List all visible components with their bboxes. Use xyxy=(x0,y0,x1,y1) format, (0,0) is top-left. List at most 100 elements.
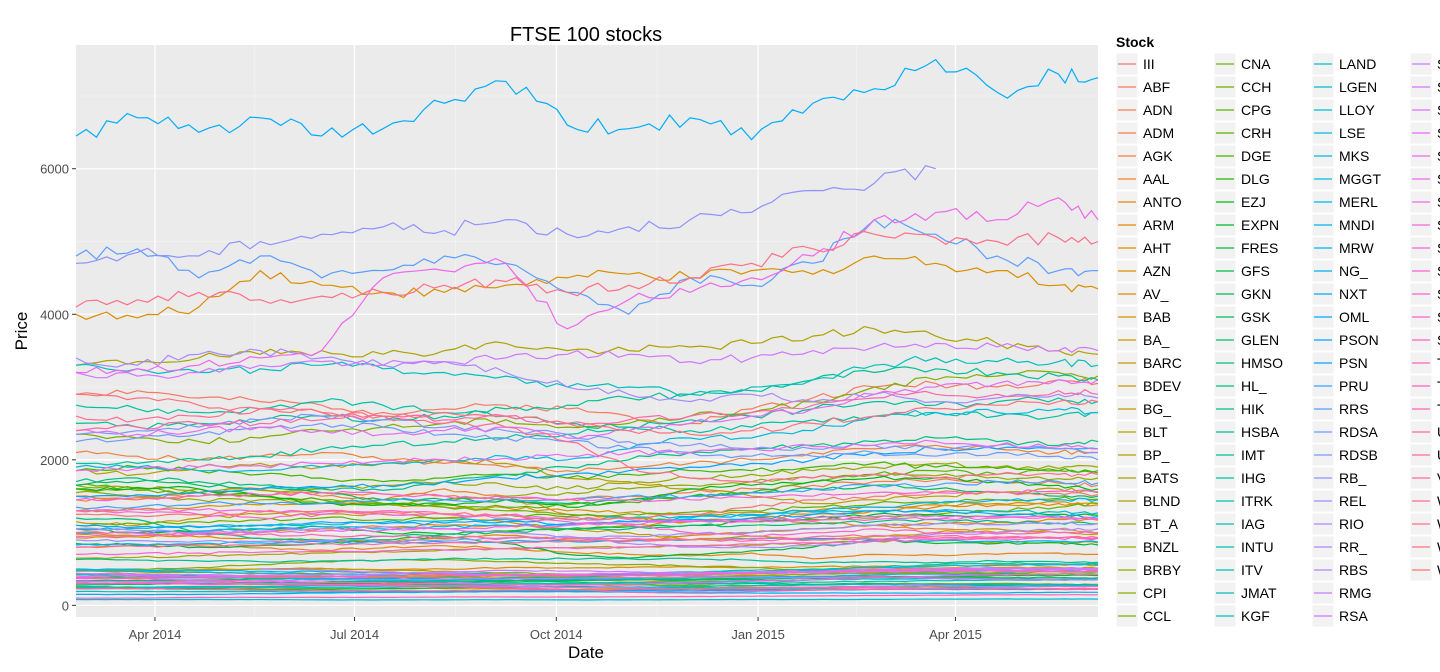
legend-label: CPI xyxy=(1143,585,1166,601)
legend-label: GSK xyxy=(1241,309,1271,325)
grid-lines xyxy=(76,45,1098,617)
series-line-lloy xyxy=(75,598,1099,601)
legend-label: BLT xyxy=(1143,424,1168,440)
series-line-wtb xyxy=(75,230,1099,308)
legend-label: HL_ xyxy=(1241,378,1267,394)
series-line-cpg xyxy=(75,496,1099,527)
series-line-rel xyxy=(75,521,1099,543)
series-line-hl_ xyxy=(75,517,1099,541)
legend-label: HSBA xyxy=(1241,424,1280,440)
legend-label: JMAT xyxy=(1241,585,1277,601)
series-line-stj xyxy=(75,536,1099,556)
legend-label: BDEV xyxy=(1143,378,1182,394)
legend-label: RB_ xyxy=(1339,470,1366,486)
legend-label: TW_ xyxy=(1437,355,1440,371)
legend-label: SVT xyxy=(1437,148,1440,164)
legend-label: BA_ xyxy=(1143,332,1170,348)
legend-label: WPP xyxy=(1437,562,1440,578)
legend-label: CPG xyxy=(1241,102,1271,118)
series-line-bab xyxy=(75,500,1099,516)
chart-title: FTSE 100 stocks xyxy=(510,24,662,46)
legend-label: AAL xyxy=(1143,171,1170,187)
legend-label: RIO xyxy=(1339,516,1364,532)
series-line-azn xyxy=(75,255,1099,320)
series-line-rrs xyxy=(75,218,1099,316)
series-line-rdsb xyxy=(75,413,1099,454)
legend-label: BATS xyxy=(1143,470,1179,486)
series-line-tw_ xyxy=(75,594,1099,599)
legend-label: ITRK xyxy=(1241,493,1274,509)
legend-label: EZJ xyxy=(1241,194,1266,210)
legend-label: RBS xyxy=(1339,562,1368,578)
legend-label: ADN xyxy=(1143,102,1173,118)
legend-label: OML xyxy=(1339,309,1370,325)
legend-label: EXPN xyxy=(1241,217,1279,233)
legend-label: WOS xyxy=(1437,539,1440,555)
legend-label: MKS xyxy=(1339,148,1369,164)
legend-label: AHT xyxy=(1143,240,1171,256)
series-line-pson xyxy=(75,509,1099,529)
series-line-expn xyxy=(75,512,1098,535)
legend-label: SN_ xyxy=(1437,194,1440,210)
y-tick-label: 2000 xyxy=(40,453,69,468)
series-line-sl_ xyxy=(75,569,1099,580)
series-line-weir xyxy=(75,407,1099,484)
plot-panel xyxy=(76,45,1098,617)
series-line-psn xyxy=(75,446,1099,498)
series-line-ng_ xyxy=(75,537,1099,546)
legend-label: LLOY xyxy=(1339,102,1375,118)
series-lines xyxy=(75,58,1099,601)
legend-label: ANTO xyxy=(1143,194,1182,210)
x-tick-label: Jan 2015 xyxy=(731,627,785,642)
legend-label: SSE xyxy=(1437,263,1440,279)
legend-label: SAB xyxy=(1437,56,1440,72)
legend-label: AZN xyxy=(1143,263,1171,279)
legend-label: GLEN xyxy=(1241,332,1279,348)
series-line-stan xyxy=(75,509,1099,537)
legend-title: Stock xyxy=(1116,34,1154,50)
series-line-hsba xyxy=(75,557,1099,564)
legend-label: REL xyxy=(1339,493,1366,509)
legend-label: HIK xyxy=(1241,401,1265,417)
legend-label: RSA xyxy=(1339,608,1368,624)
series-line-brby xyxy=(75,471,1099,506)
series-line-tpk xyxy=(75,531,1099,542)
legend-label: CRH xyxy=(1241,125,1271,141)
series-line-vod xyxy=(75,587,1099,592)
series-line-aal xyxy=(75,487,1099,535)
legend-label: DLG xyxy=(1241,171,1270,187)
series-line-bats xyxy=(75,325,1099,366)
legend-label: ADM xyxy=(1143,125,1174,141)
series-line-ulvr xyxy=(75,388,1099,432)
series-line-jmat xyxy=(75,355,1099,397)
series-line-rb_ xyxy=(75,165,936,264)
legend-label: MGGT xyxy=(1339,171,1381,187)
series-line-pru xyxy=(75,479,1099,510)
legend-label: WEIR xyxy=(1437,493,1440,509)
legend-label: ARM xyxy=(1143,217,1174,233)
legend-label: IMT xyxy=(1241,447,1266,463)
series-line-abf xyxy=(75,377,1099,426)
y-tick-label: 6000 xyxy=(40,162,69,177)
legend-label: HMSO xyxy=(1241,355,1283,371)
legend-label: ITV xyxy=(1241,562,1263,578)
legend-label: STAN xyxy=(1437,309,1440,325)
legend-label: ULVR xyxy=(1437,424,1440,440)
legend-label: RDSB xyxy=(1339,447,1378,463)
legend-label: KGF xyxy=(1241,608,1270,624)
legend-label: AGK xyxy=(1143,148,1173,164)
legend-label: ABF xyxy=(1143,79,1170,95)
legend-label: FRES xyxy=(1241,240,1278,256)
series-line-blt xyxy=(75,459,1099,505)
legend-label: UU_ xyxy=(1437,447,1440,463)
legend-label: INTU xyxy=(1241,539,1274,555)
legend-label: SMIN xyxy=(1437,217,1440,233)
legend-label: LGEN xyxy=(1339,79,1377,95)
legend-label: WTB xyxy=(1437,516,1440,532)
series-line-wpp xyxy=(75,490,1099,521)
legend-label: SPD xyxy=(1437,240,1440,256)
legend-label: SL_ xyxy=(1437,332,1440,348)
legend-label: BT_A xyxy=(1143,516,1179,532)
legend-label: CNA xyxy=(1241,56,1271,72)
